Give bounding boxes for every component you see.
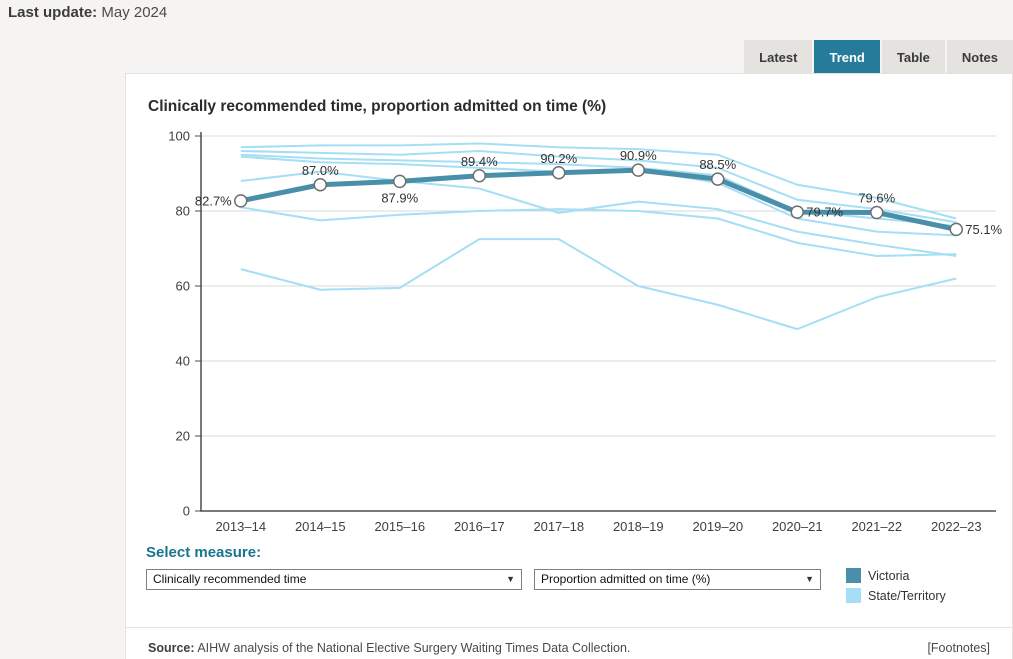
svg-text:82.7%: 82.7% (195, 193, 232, 208)
indicator-dropdown-value: Proportion admitted on time (%) (541, 572, 711, 586)
svg-text:2017–18: 2017–18 (533, 519, 584, 534)
svg-text:2019–20: 2019–20 (692, 519, 743, 534)
tab-trend[interactable]: Trend (814, 40, 880, 80)
last-update-label: Last update: (8, 4, 98, 21)
svg-text:2015–16: 2015–16 (374, 519, 425, 534)
svg-text:87.0%: 87.0% (302, 163, 339, 178)
svg-text:20: 20 (176, 429, 190, 444)
victoria-swatch (846, 568, 861, 583)
svg-text:89.4%: 89.4% (461, 154, 498, 169)
svg-text:75.1%: 75.1% (965, 222, 1002, 237)
svg-text:88.5%: 88.5% (699, 157, 736, 172)
last-update-bar: Last update: May 2024 (8, 4, 167, 21)
tab-table[interactable]: Table (881, 40, 945, 74)
svg-text:2016–17: 2016–17 (454, 519, 505, 534)
card-footer: Source: AIHW analysis of the National El… (126, 627, 1012, 655)
chart-legend: Victoria State/Territory (846, 568, 946, 608)
legend-label-victoria: Victoria (868, 568, 910, 583)
source-label: Source: (148, 641, 195, 655)
svg-text:100: 100 (168, 129, 190, 144)
svg-text:40: 40 (176, 354, 190, 369)
source-text: Source: AIHW analysis of the National El… (148, 641, 630, 655)
svg-text:79.6%: 79.6% (858, 191, 895, 206)
chart-area: 0 20 40 60 80 100 2013–14 2014–15 2015–16 2016–17… (131, 126, 1006, 546)
svg-text:60: 60 (176, 279, 190, 294)
svg-text:2018–19: 2018–19 (613, 519, 664, 534)
chevron-down-icon: ▼ (805, 574, 814, 584)
svg-text:2013–14: 2013–14 (215, 519, 266, 534)
svg-text:87.9%: 87.9% (381, 190, 418, 205)
chart-title: Clinically recommended time, proportion … (148, 98, 607, 115)
svg-text:80: 80 (176, 204, 190, 219)
svg-text:79.7%: 79.7% (806, 205, 843, 220)
view-tabs: Latest Trend Table Notes (744, 40, 1013, 80)
chevron-down-icon: ▼ (506, 574, 515, 584)
last-update-value: May 2024 (101, 4, 168, 21)
svg-text:2021–22: 2021–22 (851, 519, 902, 534)
indicator-dropdown[interactable]: Proportion admitted on time (%) ▼ (534, 569, 821, 590)
svg-text:90.9%: 90.9% (620, 148, 657, 163)
legend-item-state-territory: State/Territory (846, 588, 946, 603)
svg-text:2020–21: 2020–21 (772, 519, 823, 534)
measure-dropdown-value: Clinically recommended time (153, 572, 307, 586)
footnotes-link[interactable]: [Footnotes] (927, 641, 990, 655)
tab-latest[interactable]: Latest (744, 40, 813, 74)
svg-text:2014–15: 2014–15 (295, 519, 346, 534)
measure-dropdown[interactable]: Clinically recommended time ▼ (146, 569, 522, 590)
state-territory-swatch (846, 588, 861, 603)
chart-card: Clinically recommended time, proportion … (125, 73, 1013, 659)
legend-item-victoria: Victoria (846, 568, 946, 583)
svg-text:90.2%: 90.2% (540, 151, 577, 166)
select-measure-label: Select measure: (146, 544, 262, 561)
source-body: AIHW analysis of the National Elective S… (194, 641, 631, 655)
trend-chart: 0 20 40 60 80 100 2013–14 2014–15 2015–16 2016–17… (168, 129, 1002, 535)
tab-notes[interactable]: Notes (946, 40, 1013, 74)
legend-label-state-territory: State/Territory (868, 588, 946, 603)
svg-text:2022–23: 2022–23 (931, 519, 982, 534)
svg-text:0: 0 (183, 504, 190, 519)
